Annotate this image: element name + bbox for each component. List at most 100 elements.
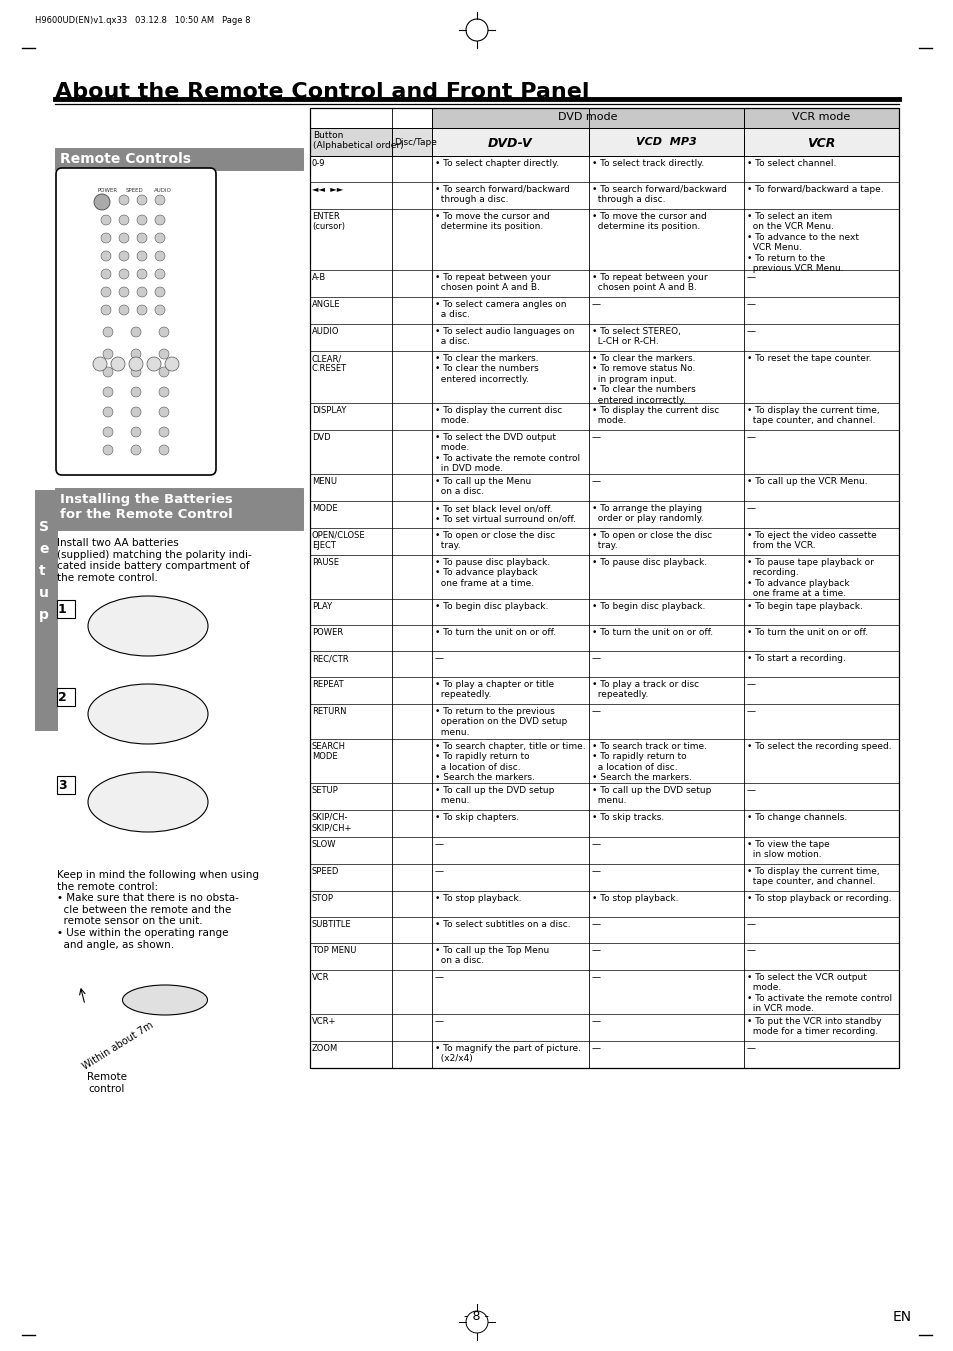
Bar [310,128,392,155]
Text: 3: 3 [58,780,67,792]
Text: —: — [746,434,755,442]
Circle shape [137,305,147,315]
Text: —: — [746,1044,755,1052]
Text: Button
(Alphabetical order): Button (Alphabetical order) [313,131,403,150]
Text: —: — [746,707,755,716]
Text: • To call up the Top Menu
  on a disc.: • To call up the Top Menu on a disc. [435,946,549,966]
Text: —: — [592,867,600,875]
Text: —: — [592,1017,600,1025]
Circle shape [101,305,111,315]
Circle shape [137,251,147,261]
Circle shape [159,427,169,436]
Text: AUDIO: AUDIO [312,327,339,336]
Text: • To display the current time,
  tape counter, and channel.: • To display the current time, tape coun… [746,407,879,426]
Text: —: — [592,920,600,929]
Bar [57,600,75,617]
Text: • To clear the markers.
• To clear the numbers
  entered incorrectly.: • To clear the markers. • To clear the n… [435,354,538,384]
Text: DVD mode: DVD mode [558,112,618,122]
Text: t: t [39,563,46,578]
Text: —: — [592,973,600,982]
Circle shape [137,286,147,297]
Text: u: u [39,586,49,600]
Circle shape [154,286,165,297]
Circle shape [165,357,179,372]
Text: —: — [746,786,755,794]
Text: —: — [746,273,755,282]
Bar [55,488,303,530]
Circle shape [119,251,129,261]
Circle shape [103,427,112,436]
Circle shape [159,327,169,336]
Circle shape [159,367,169,377]
Circle shape [103,407,112,417]
Text: • To play a track or disc
  repeatedly.: • To play a track or disc repeatedly. [592,680,699,700]
Text: SEARCH
MODE: SEARCH MODE [312,742,346,762]
Circle shape [137,215,147,226]
Text: • To begin disc playback.: • To begin disc playback. [435,603,548,611]
Text: • To select the DVD output
  mode.
• To activate the remote control
  in DVD mod: • To select the DVD output mode. • To ac… [435,434,579,473]
Text: • To arrange the playing
  order or play randomly.: • To arrange the playing order or play r… [592,504,703,523]
Text: • To forward/backward a tape.: • To forward/backward a tape. [746,185,882,195]
Text: PAUSE: PAUSE [312,558,338,567]
Circle shape [131,349,141,359]
Text: • To pause tape playback or
  recording.
• To advance playback
  one frame at a : • To pause tape playback or recording. •… [746,558,873,598]
Circle shape [92,357,107,372]
Bar [432,128,588,155]
Circle shape [154,305,165,315]
Text: MODE: MODE [312,504,337,513]
Text: • To turn the unit on or off.: • To turn the unit on or off. [592,628,713,638]
Text: OPEN/CLOSE
EJECT: OPEN/CLOSE EJECT [312,531,365,550]
Text: • To select STEREO,
  L-CH or R-CH.: • To select STEREO, L-CH or R-CH. [592,327,680,346]
Text: SKIP/CH-
SKIP/CH+: SKIP/CH- SKIP/CH+ [312,813,352,832]
Circle shape [159,407,169,417]
Text: TOP MENU: TOP MENU [312,946,356,955]
Text: • To move the cursor and
  determine its position.: • To move the cursor and determine its p… [435,212,549,231]
Circle shape [131,407,141,417]
Text: • To view the tape
  in slow motion.: • To view the tape in slow motion. [746,840,829,859]
Text: • To set black level on/off.
• To set virtual surround on/off.: • To set black level on/off. • To set vi… [435,504,576,523]
Text: • To return to the previous
  operation on the DVD setup
  menu.: • To return to the previous operation on… [435,707,567,736]
Bar [57,775,75,794]
Circle shape [154,195,165,205]
Text: —: — [592,707,600,716]
Text: • To reset the tape counter.: • To reset the tape counter. [746,354,871,363]
Text: • To stop playback or recording.: • To stop playback or recording. [746,894,891,902]
Circle shape [137,195,147,205]
Circle shape [119,215,129,226]
Text: • To select subtitles on a disc.: • To select subtitles on a disc. [435,920,570,929]
Text: • To change channels.: • To change channels. [746,813,846,821]
Text: DVD-V: DVD-V [488,136,533,150]
Circle shape [131,367,141,377]
Text: SLOW: SLOW [312,840,336,848]
Circle shape [137,232,147,243]
Text: VCR+: VCR+ [312,1017,336,1025]
Text: H9600UD(EN)v1.qx33   03.12.8   10:50 AM   Page 8: H9600UD(EN)v1.qx33 03.12.8 10:50 AM Page… [35,16,251,26]
Text: EN: EN [892,1310,911,1324]
Text: • To display the current disc
  mode.: • To display the current disc mode. [435,407,561,426]
Circle shape [154,269,165,280]
Text: • To magnify the part of picture.
  (x2/x4): • To magnify the part of picture. (x2/x4… [435,1044,580,1063]
Text: CLEAR/
C.RESET: CLEAR/ C.RESET [312,354,347,373]
Text: —: — [435,1017,443,1025]
Circle shape [103,367,112,377]
Circle shape [119,195,129,205]
Circle shape [101,286,111,297]
Text: RETURN: RETURN [312,707,346,716]
Circle shape [154,232,165,243]
Text: p: p [39,608,49,621]
Text: —: — [592,840,600,848]
Text: 2: 2 [58,690,67,704]
Text: Keep in mind the following when using
the remote control:
• Make sure that there: Keep in mind the following when using th… [57,870,258,950]
Text: AUDIO: AUDIO [153,188,172,193]
Text: Remote Controls: Remote Controls [60,153,191,166]
Text: Installing the Batteries: Installing the Batteries [60,493,233,507]
Circle shape [111,357,125,372]
Circle shape [119,305,129,315]
Text: • To call up the VCR Menu.: • To call up the VCR Menu. [746,477,866,486]
Text: A-B: A-B [312,273,326,282]
Text: • To stop playback.: • To stop playback. [435,894,521,902]
Text: —: — [746,327,755,336]
Text: About the Remote Control and Front Panel: About the Remote Control and Front Panel [55,82,589,101]
Text: • To put the VCR into standby
  mode for a timer recording.: • To put the VCR into standby mode for a… [746,1017,881,1036]
Circle shape [129,357,143,372]
